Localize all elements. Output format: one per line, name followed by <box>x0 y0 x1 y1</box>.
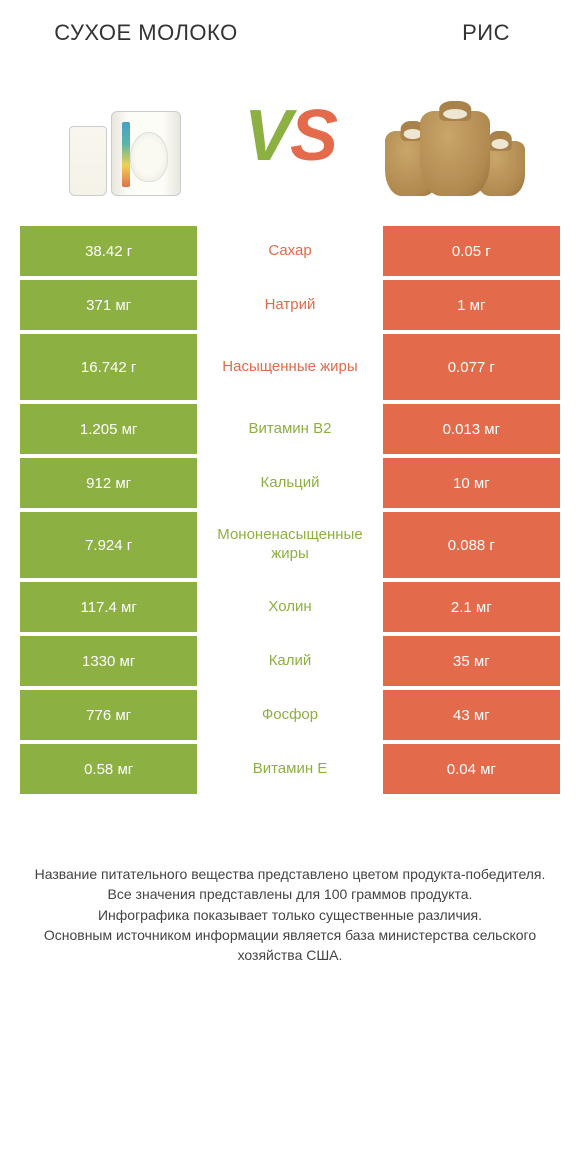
images-row: VS <box>20 56 560 226</box>
left-value-cell: 776 мг <box>20 690 197 740</box>
sack-icon <box>420 111 490 196</box>
footer-line: Все значения представлены для 100 граммо… <box>30 884 550 904</box>
vs-label: VS <box>244 95 336 177</box>
left-value-cell: 117.4 мг <box>20 582 197 632</box>
table-row: 38.42 гСахар0.05 г <box>20 226 560 276</box>
nutrient-label-cell: Насыщенные жиры <box>197 334 382 400</box>
table-row: 7.924 гМононенасыщенные жиры0.088 г <box>20 512 560 578</box>
right-value-cell: 0.04 мг <box>383 744 560 794</box>
left-value-cell: 912 мг <box>20 458 197 508</box>
left-value-cell: 371 мг <box>20 280 197 330</box>
left-product-image <box>50 76 200 196</box>
table-row: 1330 мгКалий35 мг <box>20 636 560 686</box>
nutrient-label-cell: Калий <box>197 636 382 686</box>
left-value-cell: 1330 мг <box>20 636 197 686</box>
left-product-title: Сухое молоко <box>50 20 242 46</box>
left-value-cell: 1.205 мг <box>20 404 197 454</box>
table-row: 16.742 гНасыщенные жиры0.077 г <box>20 334 560 400</box>
right-value-cell: 2.1 мг <box>383 582 560 632</box>
footer-note: Название питательного вещества представл… <box>20 864 560 965</box>
table-row: 1.205 мгВитамин B20.013 мг <box>20 404 560 454</box>
nutrient-label-cell: Холин <box>197 582 382 632</box>
vs-letter-s: S <box>290 96 336 176</box>
right-value-cell: 10 мг <box>383 458 560 508</box>
nutrient-label-cell: Витамин E <box>197 744 382 794</box>
left-value-cell: 38.42 г <box>20 226 197 276</box>
milk-can-icon <box>111 111 181 196</box>
right-value-cell: 35 мг <box>383 636 560 686</box>
nutrient-label-cell: Витамин B2 <box>197 404 382 454</box>
table-row: 0.58 мгВитамин E0.04 мг <box>20 744 560 794</box>
right-value-cell: 0.013 мг <box>383 404 560 454</box>
header: Сухое молоко Рис <box>20 10 560 56</box>
table-row: 371 мгНатрий1 мг <box>20 280 560 330</box>
right-product-image <box>380 76 530 196</box>
left-value-cell: 16.742 г <box>20 334 197 400</box>
left-value-cell: 7.924 г <box>20 512 197 578</box>
right-value-cell: 0.077 г <box>383 334 560 400</box>
right-product-title: Рис <box>338 20 530 46</box>
nutrient-label-cell: Натрий <box>197 280 382 330</box>
left-value-cell: 0.58 мг <box>20 744 197 794</box>
footer-line: Основным источником информации является … <box>30 925 550 966</box>
table-row: 912 мгКальций10 мг <box>20 458 560 508</box>
nutrient-label-cell: Сахар <box>197 226 382 276</box>
rice-sacks-icon <box>380 96 530 196</box>
nutrient-label-cell: Кальций <box>197 458 382 508</box>
footer-line: Инфографика показывает только существенн… <box>30 905 550 925</box>
vs-letter-v: V <box>244 96 290 176</box>
right-value-cell: 43 мг <box>383 690 560 740</box>
right-value-cell: 1 мг <box>383 280 560 330</box>
table-row: 117.4 мгХолин2.1 мг <box>20 582 560 632</box>
comparison-table: 38.42 гСахар0.05 г371 мгНатрий1 мг16.742… <box>20 226 560 794</box>
milk-glass-icon <box>69 126 107 196</box>
right-value-cell: 0.05 г <box>383 226 560 276</box>
table-row: 776 мгФосфор43 мг <box>20 690 560 740</box>
right-value-cell: 0.088 г <box>383 512 560 578</box>
infographic-container: Сухое молоко Рис VS 38.42 гСахар0.05 г37… <box>0 0 580 995</box>
nutrient-label-cell: Мононенасыщенные жиры <box>197 512 382 578</box>
footer-line: Название питательного вещества представл… <box>30 864 550 884</box>
nutrient-label-cell: Фосфор <box>197 690 382 740</box>
